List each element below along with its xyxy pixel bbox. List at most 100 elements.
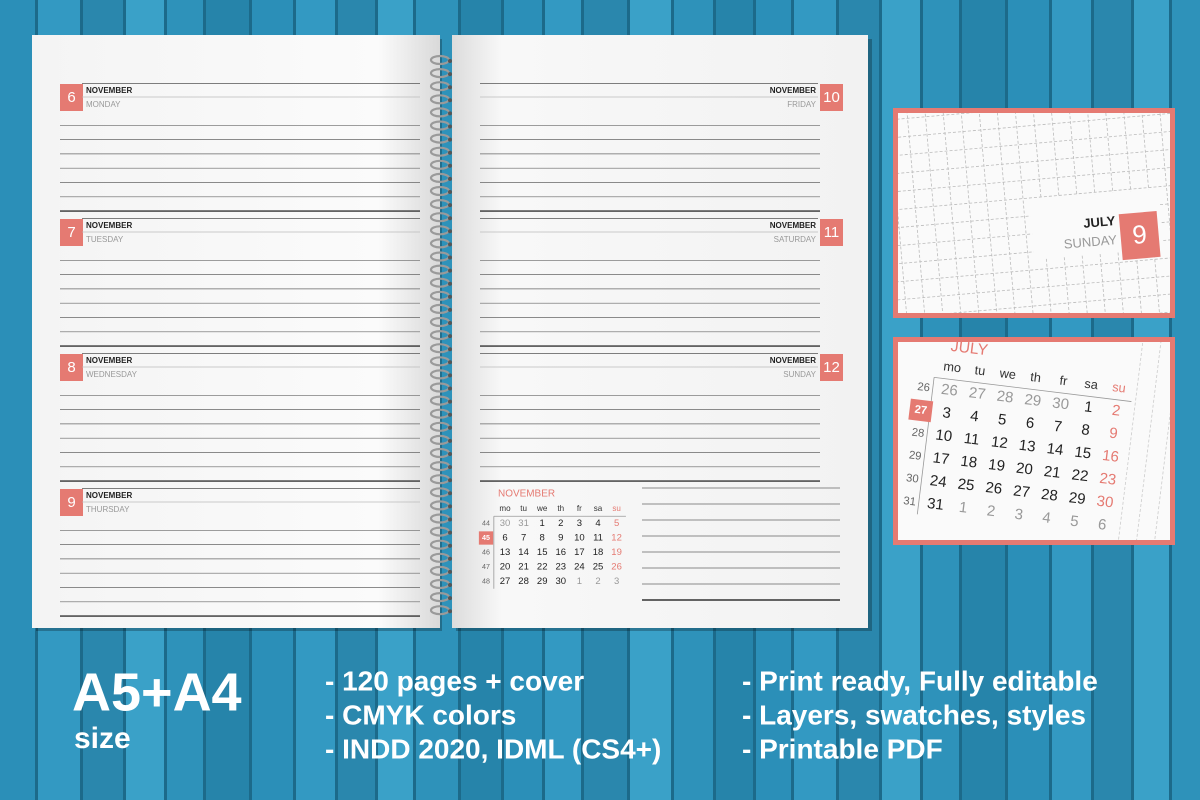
calendar-day: 18	[593, 547, 604, 558]
calendar-day: 14	[518, 547, 529, 558]
calendar-day: 1	[1083, 398, 1093, 416]
week-number: 48	[482, 577, 490, 585]
day-number-box	[820, 219, 843, 246]
ring-hole	[448, 59, 452, 63]
calendar-day: 1	[958, 499, 968, 517]
calendar-day: 19	[611, 547, 622, 558]
calendar-day: 6	[1097, 516, 1107, 534]
calendar-day: 4	[1041, 509, 1051, 527]
month-label: NOVEMBER	[770, 356, 816, 365]
ring-hole	[448, 386, 452, 391]
calendar-day: 22	[537, 562, 548, 573]
calendar-day: 6	[1025, 414, 1035, 432]
calendar-day: 28	[518, 576, 529, 587]
calendar-day: 9	[558, 533, 563, 544]
ring-hole	[448, 255, 452, 260]
ring-hole	[448, 176, 452, 181]
dashed-grid	[941, 113, 965, 313]
calendar-day: 30	[556, 576, 567, 587]
calendar-day: 11	[593, 533, 603, 544]
calendar-day: 24	[929, 472, 948, 491]
weekday-header: su	[1111, 379, 1126, 396]
calendar-day: 31	[518, 518, 529, 529]
calendar-day: 5	[1069, 513, 1079, 531]
ring-hole	[448, 583, 452, 587]
current-week-box	[908, 398, 934, 423]
weekday-header: th	[1030, 369, 1042, 385]
week-number: 30	[905, 472, 919, 485]
weekday-label: MONDAY	[86, 100, 121, 109]
calendar-day: 5	[997, 411, 1007, 429]
week-number: 46	[482, 548, 490, 556]
calendar-day: 7	[1053, 418, 1063, 436]
calendar-month: JULY	[950, 338, 990, 359]
calendar-day: 13	[500, 547, 511, 558]
calendar-day: 8	[1080, 421, 1090, 439]
feature-list: - 120 pages + cover- CMYK colors- INDD 2…	[325, 665, 1098, 764]
calendar-day: 10	[574, 533, 585, 544]
day-number: 9	[1131, 219, 1148, 250]
calendar-day: 12	[990, 433, 1009, 452]
calendar-day: 9	[1108, 425, 1118, 443]
month-label: NOVEMBER	[86, 491, 132, 500]
dashed-grid	[1013, 113, 1036, 313]
ring-hole	[448, 609, 452, 614]
ring-hole	[448, 307, 452, 312]
calendar-day: 29	[1068, 489, 1087, 508]
month-label: NOVEMBER	[86, 221, 132, 230]
day-number-box	[820, 84, 843, 111]
ring-hole	[448, 452, 452, 456]
calendar-day: 21	[1043, 463, 1062, 482]
weekday-header: su	[612, 504, 621, 513]
ring-hole	[448, 72, 452, 77]
feature-item: - Printable PDF	[742, 733, 943, 764]
week-number: 44	[482, 519, 490, 527]
calendar-day: 16	[1101, 447, 1120, 466]
day-number-box	[60, 219, 83, 246]
ring-hole	[448, 281, 452, 286]
right-page-content: 10NOVEMBERFRIDAY11NOVEMBERSATURDAY12NOVE…	[480, 83, 843, 601]
week-number: 45	[482, 534, 490, 542]
calendar-day: 31	[926, 495, 945, 514]
week-number: 28	[911, 427, 925, 440]
ring-hole	[448, 85, 452, 90]
calendar-rule	[916, 377, 935, 515]
day-number: 7	[67, 224, 75, 241]
ring-hole	[448, 137, 452, 142]
feature-item: - Layers, swatches, styles	[742, 699, 1086, 730]
calendar-day: 3	[614, 576, 619, 587]
size-subtitle: size	[74, 722, 131, 755]
calendar-day: 28	[1040, 486, 1059, 505]
calendar-day: 1	[577, 576, 582, 587]
feature-item: - 120 pages + cover	[325, 665, 584, 696]
week-number: 47	[482, 563, 490, 571]
calendar-day: 11	[963, 430, 981, 449]
month-label: NOVEMBER	[770, 221, 816, 230]
calendar-day: 14	[1046, 440, 1065, 459]
calendar-day: 8	[540, 533, 545, 544]
day-number-box	[1118, 210, 1161, 261]
ring-hole	[448, 517, 452, 522]
weekday-header: we	[998, 365, 1017, 382]
dashed-grid	[898, 146, 1170, 176]
calendar-day: 2	[558, 518, 563, 529]
calendar-day: 3	[577, 518, 582, 529]
weekday-header: mo	[943, 358, 962, 375]
day-number: 8	[67, 359, 75, 376]
day-number: 10	[823, 89, 840, 106]
calendar-day: 2	[595, 576, 600, 587]
ring-hole	[448, 242, 452, 247]
dashed-grid	[959, 113, 982, 313]
calendar-day: 30	[500, 518, 511, 529]
week-number: 27	[914, 404, 928, 417]
ring-hole	[448, 530, 452, 535]
calendar-day: 23	[556, 562, 567, 573]
ring-hole	[448, 203, 452, 208]
calendar-day: 20	[1015, 460, 1034, 479]
calendar-day: 16	[556, 547, 567, 558]
calendar-day: 24	[574, 562, 585, 573]
ring-hole	[448, 543, 452, 548]
calendar-rule	[934, 376, 1132, 402]
